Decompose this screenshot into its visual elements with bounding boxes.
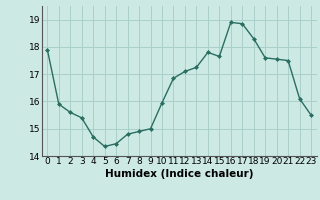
X-axis label: Humidex (Indice chaleur): Humidex (Indice chaleur): [105, 169, 253, 179]
